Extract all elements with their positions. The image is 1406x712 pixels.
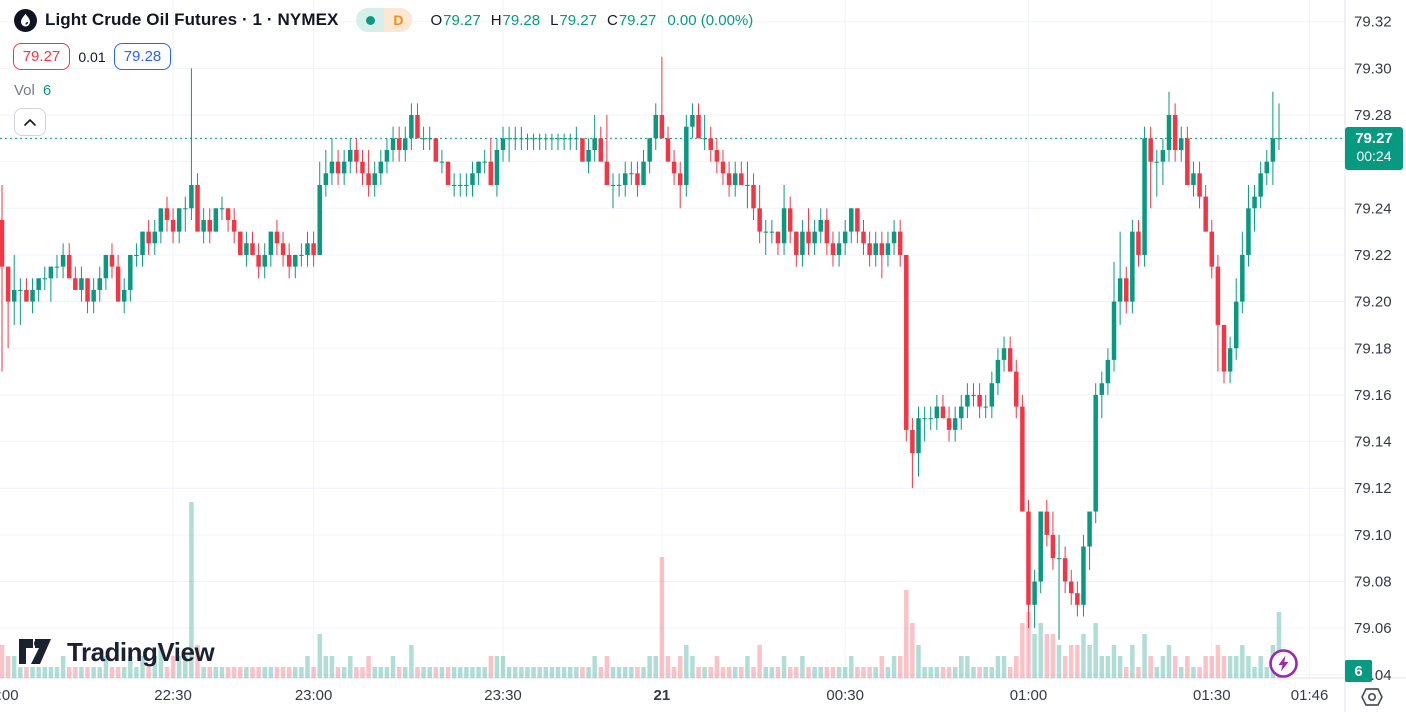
interval-badge: D	[384, 8, 413, 32]
volume-indicator: Vol 6	[14, 82, 51, 99]
time-axis[interactable]	[0, 678, 1406, 712]
last-price-value: 79.27	[1355, 130, 1393, 147]
change-value: 0.00 (0.00%)	[667, 11, 754, 29]
svg-text:79.16: 79.16	[1354, 387, 1392, 404]
status-dot-icon	[365, 15, 375, 25]
collapse-panel-button[interactable]	[14, 108, 46, 136]
svg-text:79.10: 79.10	[1354, 527, 1392, 544]
svg-text:01:46: 01:46	[1291, 687, 1329, 704]
svg-text:79.12: 79.12	[1354, 480, 1392, 497]
axis-settings-button[interactable]	[1358, 687, 1388, 707]
svg-text:21: 21	[654, 687, 671, 704]
svg-text:79.30: 79.30	[1354, 60, 1392, 77]
close-value: 79.27	[618, 11, 657, 29]
chevron-up-icon	[24, 118, 36, 126]
svg-text:79.22: 79.22	[1354, 247, 1392, 264]
tradingview-logo-text: TradingView	[67, 636, 215, 667]
svg-text:79.28: 79.28	[1354, 107, 1392, 124]
sell-bid-button[interactable]: 79.27	[13, 43, 70, 70]
axis-labels-layer: 79.3279.3079.2879.2679.2479.2279.2079.18…	[0, 14, 1392, 704]
svg-text:01:00: 01:00	[1010, 687, 1048, 704]
volume-indicator-value: 6	[42, 82, 52, 99]
volume-indicator-label: Vol	[14, 82, 35, 99]
bar-countdown: 00:24	[1356, 148, 1392, 164]
svg-text:79.14: 79.14	[1354, 434, 1392, 451]
svg-text:79.24: 79.24	[1354, 200, 1392, 217]
ohlc-readout: O79.27 H79.28 L79.27 C79.27 0.00 (0.00%)	[430, 11, 754, 29]
interval-pill[interactable]: D	[356, 8, 413, 32]
svg-text::00: :00	[0, 687, 19, 704]
buy-ask-button[interactable]: 79.28	[114, 43, 171, 70]
open-value: 79.27	[443, 11, 481, 29]
svg-text:00:30: 00:30	[826, 687, 864, 704]
quick-trade-button[interactable]	[1268, 648, 1299, 679]
svg-text:79.32: 79.32	[1354, 14, 1392, 31]
tradingview-logo[interactable]: TradingView	[18, 636, 215, 668]
volume-axis-label: 6	[1345, 660, 1372, 682]
svg-text:23:00: 23:00	[295, 687, 333, 704]
svg-text:79.18: 79.18	[1354, 340, 1392, 357]
svg-text:22:30: 22:30	[154, 687, 192, 704]
spread-value: 0.01	[78, 48, 106, 65]
low-value: 79.27	[559, 11, 597, 29]
svg-text:79.06: 79.06	[1354, 620, 1392, 637]
last-price-label: 79.27 00:24	[1345, 127, 1403, 170]
svg-text:79.08: 79.08	[1354, 574, 1392, 591]
symbol-logo-icon	[14, 8, 37, 32]
svg-text:79.20: 79.20	[1354, 294, 1392, 311]
svg-text:23:30: 23:30	[484, 687, 522, 704]
high-value: 79.28	[502, 11, 541, 29]
svg-text:01:30: 01:30	[1193, 687, 1231, 704]
tradingview-mark-icon	[19, 639, 51, 664]
symbol-title[interactable]: Light Crude Oil Futures · 1 · NYMEX	[45, 10, 339, 29]
gear-hexagon-icon	[1361, 688, 1383, 706]
lightning-icon	[1269, 649, 1298, 678]
price-axis[interactable]	[1345, 0, 1406, 678]
candles-layer	[0, 56, 1282, 640]
